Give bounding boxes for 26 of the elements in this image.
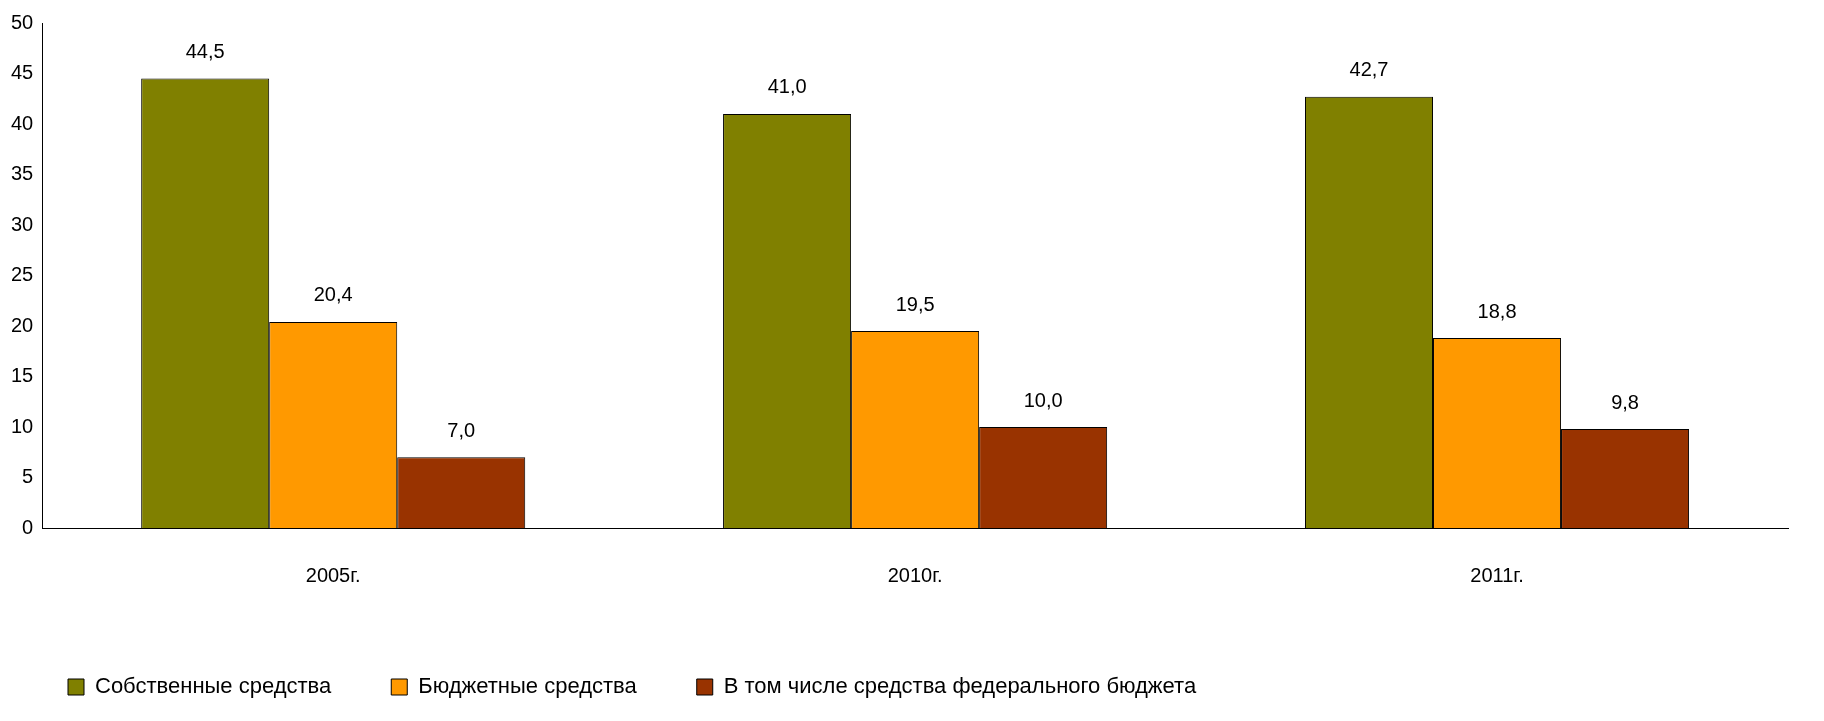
y-tick-label: 45 — [11, 61, 34, 84]
data-label: 44,5 — [185, 40, 225, 63]
y-tick-label: 25 — [11, 263, 34, 286]
legend-label: Бюджетные средства — [418, 673, 638, 699]
x-tick-label: 2005г. — [305, 563, 361, 586]
data-label: 18,8 — [1477, 299, 1517, 322]
y-tick-label: 30 — [11, 212, 34, 235]
y-tick-label: 0 — [22, 515, 34, 538]
legend-label: Собственные средства — [95, 673, 333, 699]
y-tick-label: 10 — [11, 414, 34, 437]
data-label: 41,0 — [767, 75, 807, 98]
legend-label: В том числе средства федерального бюджета — [723, 673, 1197, 699]
y-tick-label: 20 — [11, 313, 34, 336]
data-label: 19,5 — [895, 292, 935, 315]
y-tick-label: 5 — [22, 465, 34, 488]
data-label: 42,7 — [1349, 58, 1389, 81]
data-label: 20,4 — [313, 283, 353, 306]
data-label: 7,0 — [447, 418, 476, 441]
y-tick-label: 50 — [11, 10, 34, 33]
data-label: 10,0 — [1023, 388, 1063, 411]
y-tick-label: 35 — [11, 162, 34, 185]
data-label: 9,8 — [1611, 390, 1639, 413]
x-tick-label: 2010г. — [887, 563, 943, 586]
y-tick-label: 15 — [11, 364, 34, 387]
y-tick-label: 40 — [11, 111, 34, 134]
x-tick-label: 2011г. — [1470, 563, 1524, 586]
